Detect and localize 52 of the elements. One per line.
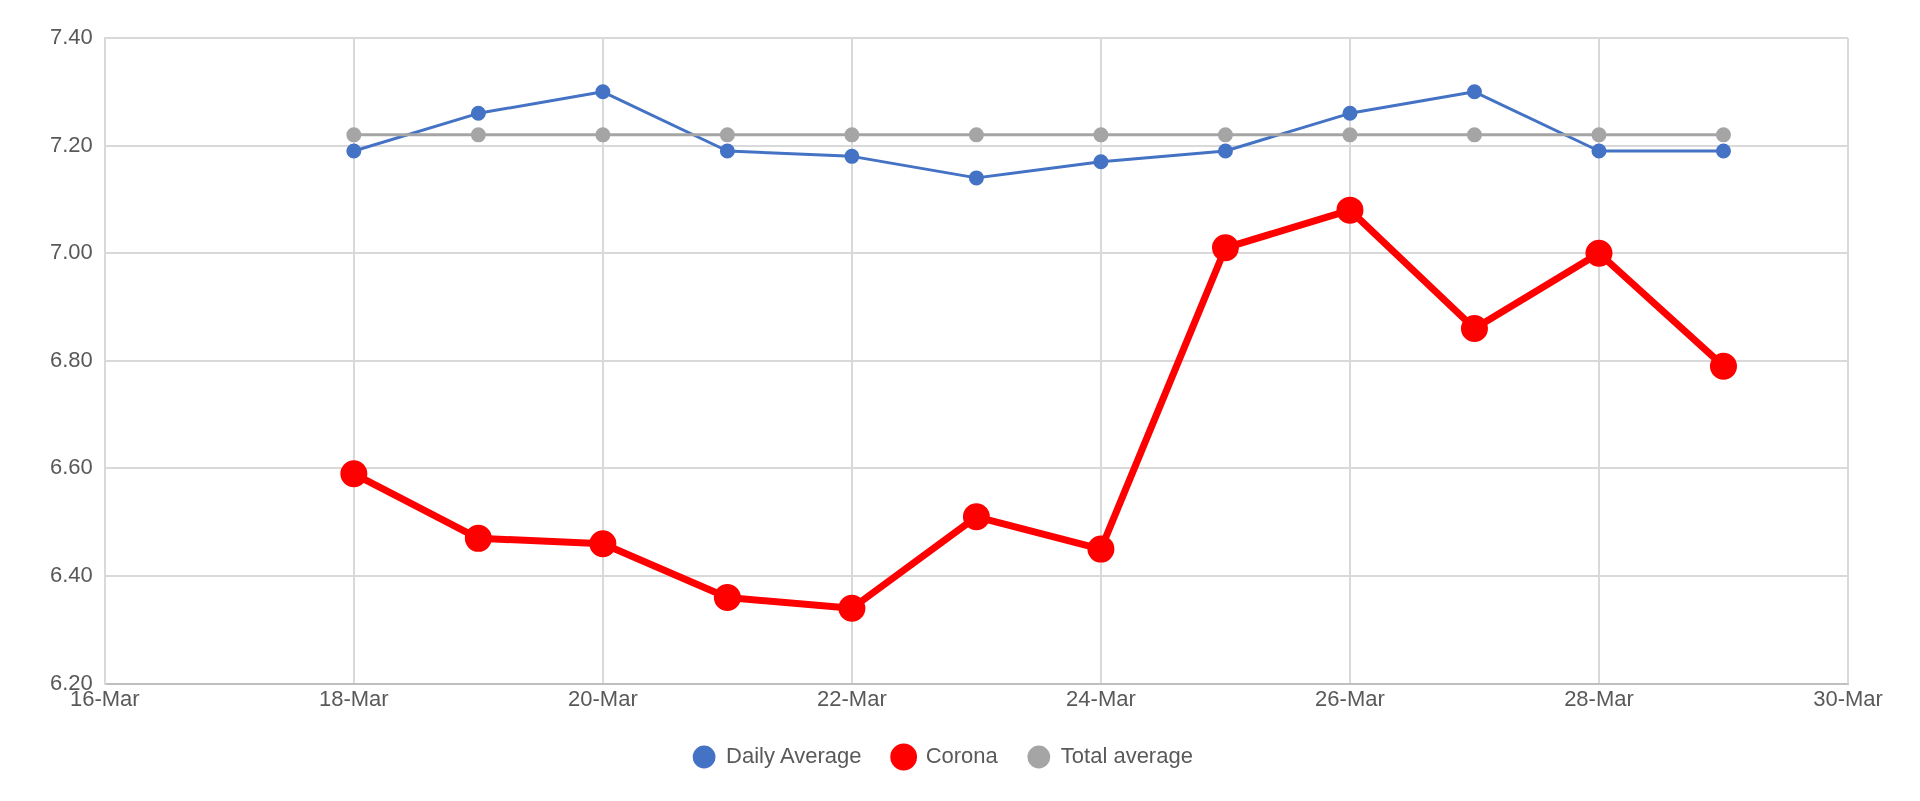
point [1709,352,1737,380]
point [1217,127,1233,143]
point [1585,239,1613,267]
point [346,127,362,143]
point [1217,143,1233,159]
x-tick-label: 18-Mar [319,685,389,711]
point [470,127,486,143]
point [844,127,860,143]
point [470,105,486,121]
point [595,84,611,100]
point [1715,143,1731,159]
point [844,148,860,164]
point [340,460,368,488]
x-tick-label: 26-Mar [1315,685,1385,711]
point [464,524,492,552]
legend-label: Daily Average [726,743,862,769]
point [1591,143,1607,159]
x-tick-label: 24-Mar [1066,685,1136,711]
point [968,127,984,143]
point [346,143,362,159]
point [1342,105,1358,121]
point [1211,234,1239,262]
point [1715,127,1731,143]
x-tick-label: 22-Mar [817,685,887,711]
x-tick-label: 20-Mar [568,685,638,711]
point [719,127,735,143]
point [962,503,990,531]
point [1342,127,1358,143]
y-tick-label: 6.80 [49,346,93,372]
x-tick-label: 30-Mar [1813,685,1883,711]
y-tick-label: 7.00 [49,239,93,265]
point [838,594,866,622]
point [713,584,741,612]
legend-label: Corona [925,743,999,769]
point [1093,127,1109,143]
point [968,170,984,186]
x-tick-label: 28-Mar [1564,685,1634,711]
point [1093,154,1109,170]
legend-label: Total average [1060,743,1193,769]
point [1591,127,1607,143]
point [719,143,735,159]
point [1466,84,1482,100]
y-tick-label: 7.20 [49,131,93,157]
y-tick-label: 7.40 [49,24,93,50]
y-tick-label: 6.40 [49,562,93,588]
point [595,127,611,143]
y-tick-label: 6.60 [49,454,93,480]
point [589,530,617,558]
point [1460,315,1488,343]
point [1466,127,1482,143]
point [1087,535,1115,563]
point [1336,196,1364,224]
